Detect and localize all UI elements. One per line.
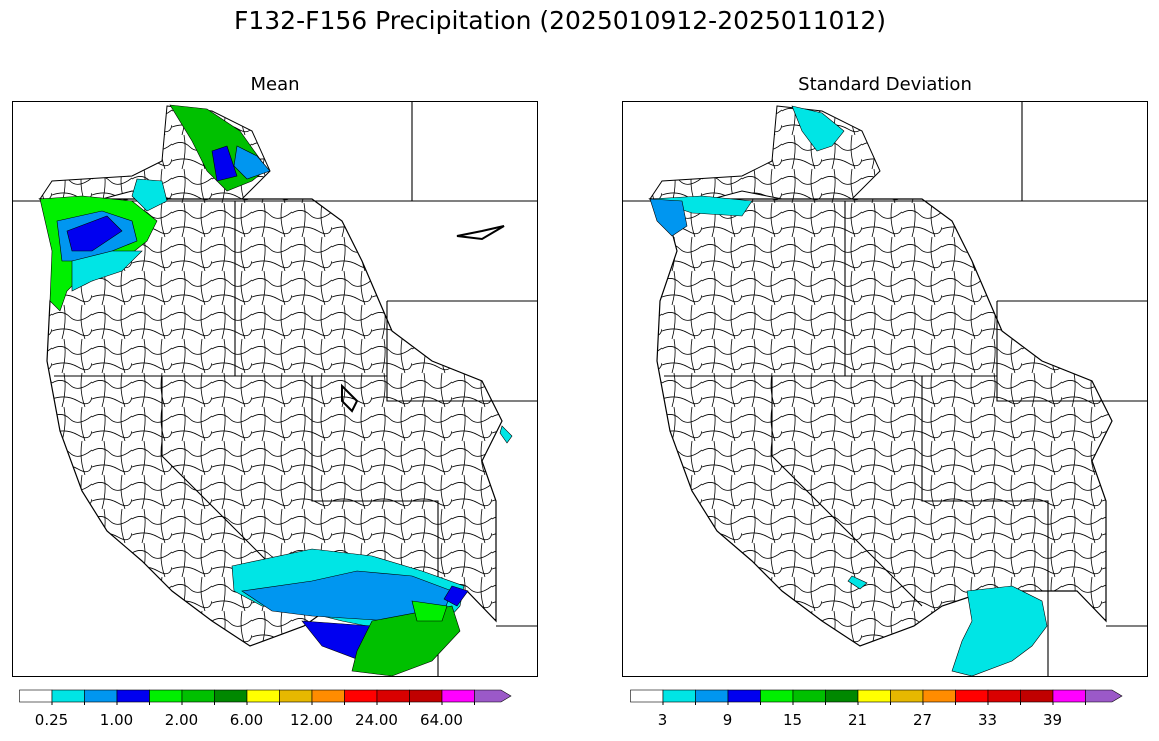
std-panel-title: Standard Deviation <box>798 74 972 95</box>
colorbar-tick-label: 6.00 <box>229 711 264 729</box>
colorbar-swatch <box>1020 689 1054 703</box>
mean-panel-title: Mean <box>250 74 300 95</box>
colorbar-swatch <box>695 689 729 703</box>
std-map <box>622 101 1148 677</box>
colorbar-swatch <box>760 689 794 703</box>
colorbar-swatch <box>441 689 475 703</box>
colorbar-swatch <box>1085 689 1123 703</box>
colorbar-swatch <box>857 689 891 703</box>
colorbar-tick-label: 21 <box>847 711 868 729</box>
colorbar-tick-label: 0.25 <box>34 711 69 729</box>
colorbar-swatch <box>84 689 118 703</box>
colorbar-swatch <box>630 689 664 703</box>
colorbar-swatch <box>246 689 280 703</box>
colorbar-tick-label: 64.00 <box>420 711 463 729</box>
colorbar-swatch <box>825 689 859 703</box>
colorbar-tick-label: 12.00 <box>290 711 333 729</box>
colorbar-tick-label: 2.00 <box>164 711 199 729</box>
colorbar-swatch <box>19 689 53 703</box>
colorbar-tick-label: 3 <box>657 711 668 729</box>
colorbar-swatch <box>890 689 924 703</box>
colorbar-tick-label: 27 <box>912 711 933 729</box>
colorbar-tick-label: 15 <box>782 711 803 729</box>
colorbar-swatch <box>279 689 313 703</box>
colorbar-swatch <box>311 689 345 703</box>
colorbar-swatch <box>922 689 956 703</box>
colorbar-tick-label: 9 <box>722 711 733 729</box>
figure-title: F132-F156 Precipitation (2025010912-2025… <box>233 6 886 35</box>
colorbar-swatch <box>987 689 1021 703</box>
colorbar-swatch <box>181 689 215 703</box>
colorbar-swatch <box>792 689 826 703</box>
colorbar-swatch <box>955 689 989 703</box>
std-colorbar <box>630 689 1123 705</box>
colorbar-tick-label: 39 <box>1042 711 1063 729</box>
colorbar-swatch <box>727 689 761 703</box>
colorbar-swatch <box>662 689 696 703</box>
colorbar-tick-label: 1.00 <box>99 711 134 729</box>
colorbar-swatch <box>1052 689 1086 703</box>
mean-colorbar <box>19 689 512 705</box>
colorbar-tick-label: 33 <box>977 711 998 729</box>
colorbar-swatch <box>51 689 85 703</box>
colorbar-tick-label: 24.00 <box>355 711 398 729</box>
colorbar-swatch <box>344 689 378 703</box>
colorbar-swatch <box>116 689 150 703</box>
colorbar-swatch <box>376 689 410 703</box>
mean-map <box>12 101 538 677</box>
colorbar-swatch <box>474 689 512 703</box>
colorbar-swatch <box>149 689 183 703</box>
colorbar-swatch <box>409 689 443 703</box>
colorbar-swatch <box>214 689 248 703</box>
